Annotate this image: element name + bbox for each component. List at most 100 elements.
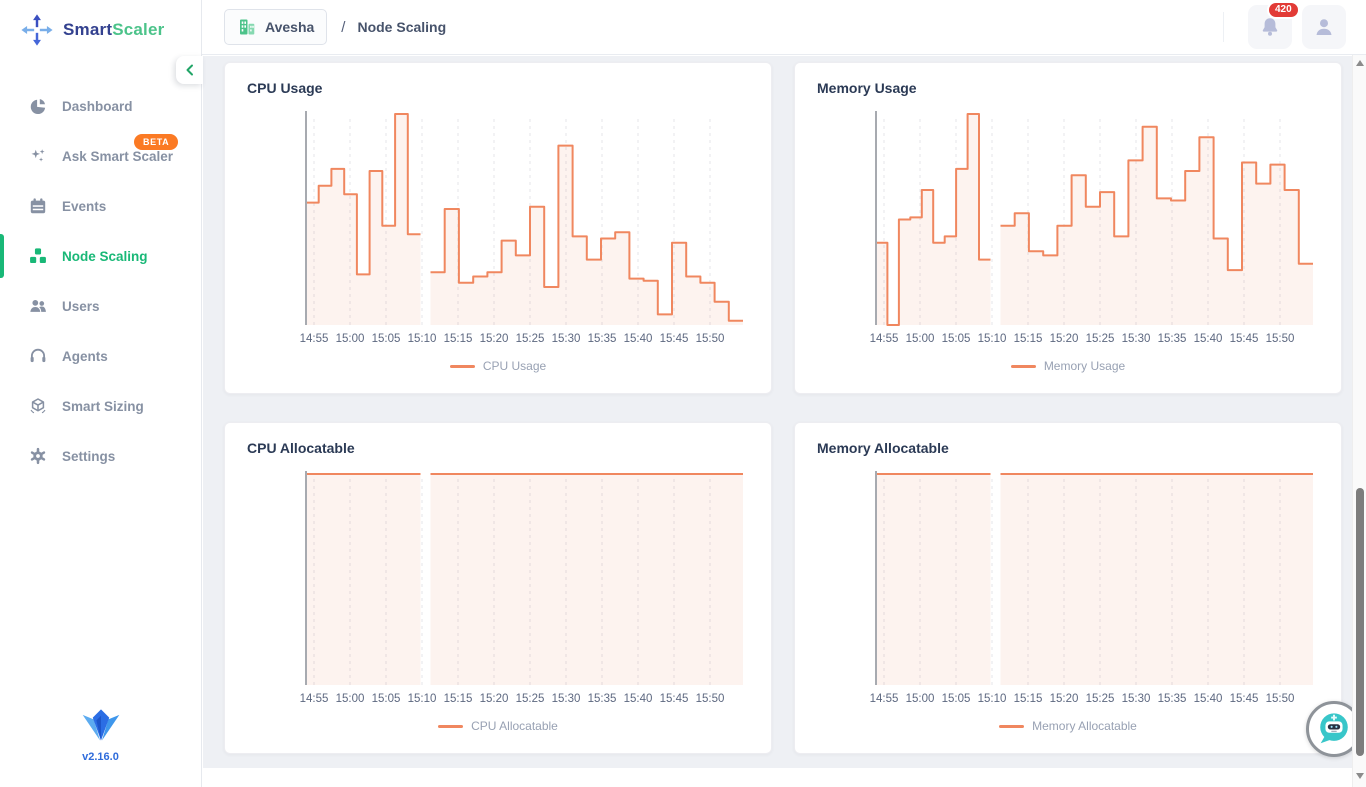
chart-card-cpu-usage: CPU Usage 14:55 15:00 15:05 15:10 15:15 15:20… xyxy=(224,62,772,394)
sidebar-collapse-button[interactable] xyxy=(176,56,203,84)
legend-label: Memory Allocatable xyxy=(1032,719,1137,733)
scrollbar-down-arrow[interactable] xyxy=(1356,773,1364,779)
svg-text:15:15: 15:15 xyxy=(1014,333,1043,345)
headset-icon xyxy=(29,347,47,365)
app-version: v2.16.0 xyxy=(82,751,119,763)
chart-legend[interactable]: Memory Allocatable xyxy=(795,719,1341,733)
crown-logo-icon xyxy=(82,709,119,741)
header-divider xyxy=(1223,12,1224,42)
svg-text:15:00: 15:00 xyxy=(336,333,365,345)
gear-icon xyxy=(29,447,47,465)
svg-text:15:25: 15:25 xyxy=(1086,693,1115,705)
chart-title: CPU Usage xyxy=(247,80,323,96)
svg-text:14:55: 14:55 xyxy=(870,333,899,345)
legend-line-swatch xyxy=(449,364,475,368)
svg-text:15:30: 15:30 xyxy=(552,333,581,345)
svg-text:15:35: 15:35 xyxy=(1158,333,1187,345)
active-indicator xyxy=(0,234,4,278)
top-header: Avesha / Node Scaling 420 xyxy=(202,0,1366,55)
svg-text:15:05: 15:05 xyxy=(372,693,401,705)
legend-label: Memory Usage xyxy=(1043,359,1126,373)
svg-text:15:30: 15:30 xyxy=(1122,693,1151,705)
svg-text:15:20: 15:20 xyxy=(1050,693,1079,705)
breadcrumb-page-title: Node Scaling xyxy=(357,19,447,35)
svg-text:15:10: 15:10 xyxy=(978,333,1007,345)
svg-text:14:55: 14:55 xyxy=(300,333,329,345)
svg-text:15:35: 15:35 xyxy=(588,333,617,345)
sidebar-item-agents[interactable]: Agents xyxy=(0,331,201,381)
brand-name-scaler: Scaler xyxy=(112,20,165,39)
scrollbar-thumb[interactable] xyxy=(1356,488,1364,756)
chart-title: CPU Allocatable xyxy=(247,440,355,456)
svg-text:15:40: 15:40 xyxy=(1194,333,1223,345)
sidebar-item-label: Agents xyxy=(62,348,108,364)
chart-legend[interactable]: CPU Usage xyxy=(225,359,771,373)
breadcrumb-separator: / xyxy=(341,18,346,36)
svg-text:15:45: 15:45 xyxy=(660,333,689,345)
legend-label: CPU Usage xyxy=(482,359,547,373)
chart-title: Memory Allocatable xyxy=(817,440,949,456)
svg-text:15:50: 15:50 xyxy=(1266,333,1295,345)
svg-text:15:00: 15:00 xyxy=(336,693,365,705)
beta-badge: BETA xyxy=(134,134,179,150)
svg-text:15:15: 15:15 xyxy=(1014,693,1043,705)
notifications-button[interactable]: 420 xyxy=(1248,1,1300,49)
svg-text:15:00: 15:00 xyxy=(906,333,935,345)
calendar-icon xyxy=(29,197,47,215)
svg-text:15:30: 15:30 xyxy=(1122,333,1151,345)
sidebar-item-label: Settings xyxy=(62,448,116,464)
legend-line-swatch xyxy=(438,724,464,728)
bell-icon xyxy=(1262,18,1278,36)
user-icon xyxy=(1316,19,1332,35)
sidebar-item-settings[interactable]: Settings xyxy=(0,431,201,481)
sidebar-item-events[interactable]: Events xyxy=(0,181,201,231)
svg-text:15:30: 15:30 xyxy=(552,693,581,705)
svg-text:15:15: 15:15 xyxy=(444,333,473,345)
scrollbar-up-arrow[interactable] xyxy=(1356,60,1364,66)
chart-card-memory-allocatable: Memory Allocatable 14:55 15:00 15:05 15:10 1… xyxy=(794,422,1342,754)
chart-card-cpu-allocatable: CPU Allocatable 14:55 15:00 15:05 15:10 15:1… xyxy=(224,422,772,754)
svg-text:14:55: 14:55 xyxy=(870,693,899,705)
sidebar-item-label: Ask Smart Scaler xyxy=(62,148,174,164)
chatbot-icon xyxy=(1320,713,1348,744)
vertical-scrollbar[interactable] xyxy=(1352,55,1366,787)
svg-text:15:40: 15:40 xyxy=(624,693,653,705)
svg-text:15:20: 15:20 xyxy=(480,333,509,345)
svg-text:15:15: 15:15 xyxy=(444,693,473,705)
sidebar-item-dashboard[interactable]: Dashboard xyxy=(0,81,201,131)
profile-button[interactable] xyxy=(1302,5,1346,49)
breadcrumb-org-button[interactable]: Avesha xyxy=(224,9,328,45)
buildings-icon xyxy=(240,19,255,35)
sidebar-footer: v2.16.0 xyxy=(0,705,201,763)
pie-chart-icon xyxy=(29,97,47,115)
sidebar-item-label: Node Scaling xyxy=(62,248,148,264)
sidebar-item-ask-smart-scaler[interactable]: Ask Smart Scaler BETA xyxy=(0,131,201,181)
chart-legend[interactable]: CPU Allocatable xyxy=(225,719,771,733)
nodes-icon xyxy=(29,247,47,265)
chart-title: Memory Usage xyxy=(817,80,917,96)
sidebar-item-smart-sizing[interactable]: Smart Sizing xyxy=(0,381,201,431)
sidebar-item-users[interactable]: Users xyxy=(0,281,201,331)
sparkles-icon xyxy=(29,147,47,165)
svg-text:15:25: 15:25 xyxy=(1086,333,1115,345)
svg-text:15:40: 15:40 xyxy=(1194,693,1223,705)
charts-grid: CPU Usage 14:55 15:00 15:05 15:10 15:15 15:20… xyxy=(203,56,1352,754)
svg-text:15:00: 15:00 xyxy=(906,693,935,705)
sidebar-nav: Dashboard Ask Smart Scaler BETA xyxy=(0,81,201,481)
svg-text:15:25: 15:25 xyxy=(516,693,545,705)
svg-text:15:10: 15:10 xyxy=(408,333,437,345)
sidebar-item-node-scaling[interactable]: Node Scaling xyxy=(0,231,201,281)
svg-text:15:25: 15:25 xyxy=(516,333,545,345)
memory-usage-chart: 14:55 15:00 15:05 15:10 15:15 15:20 15:25 15:30… xyxy=(870,111,1313,345)
legend-line-swatch xyxy=(999,724,1025,728)
breadcrumb-org-label: Avesha xyxy=(265,19,315,35)
svg-text:15:10: 15:10 xyxy=(408,693,437,705)
svg-text:15:45: 15:45 xyxy=(1230,333,1259,345)
svg-text:15:50: 15:50 xyxy=(696,333,725,345)
legend-label: CPU Allocatable xyxy=(471,719,558,733)
chart-legend[interactable]: Memory Usage xyxy=(795,359,1341,373)
svg-text:15:45: 15:45 xyxy=(660,693,689,705)
legend-line-swatch xyxy=(1010,364,1036,368)
chart-card-memory-usage: Memory Usage 14:55 15:00 15:05 15:10 15:15 15… xyxy=(794,62,1342,394)
brand-name-smart: Smart xyxy=(63,20,113,39)
